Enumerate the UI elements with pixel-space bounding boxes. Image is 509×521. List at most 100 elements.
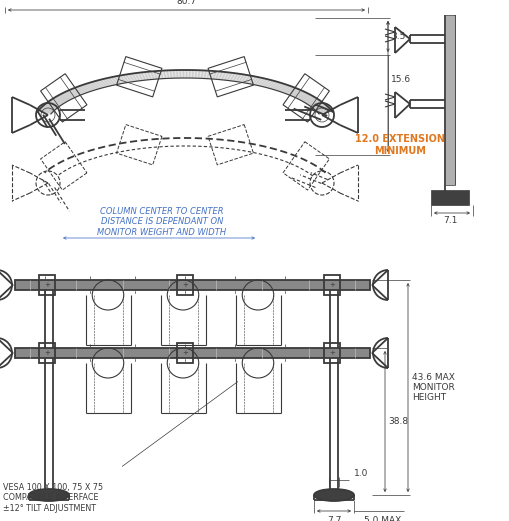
Text: 12.0 EXTENSION
MINIMUM: 12.0 EXTENSION MINIMUM [354, 134, 444, 156]
Polygon shape [60, 94, 73, 100]
Text: VESA 100 X 100, 75 X 75
COMPATIBLE INTERFACE
±12° TILT ADJUSTMENT: VESA 100 X 100, 75 X 75 COMPATIBLE INTER… [3, 483, 103, 513]
Polygon shape [315, 107, 328, 111]
Polygon shape [38, 110, 52, 114]
Polygon shape [45, 103, 59, 108]
Bar [323, 343, 340, 363]
Text: 15.6: 15.6 [390, 76, 410, 84]
Bar [15, 280, 369, 290]
Polygon shape [224, 72, 231, 80]
Polygon shape [306, 100, 320, 105]
Polygon shape [295, 93, 307, 98]
Text: COLUMN CENTER TO CENTER
DISTANCE IS DEPENDANT ON
MONITOR WEIGHT AND WIDTH: COLUMN CENTER TO CENTER DISTANCE IS DEPE… [97, 207, 226, 237]
Polygon shape [254, 78, 264, 85]
Text: +: + [182, 282, 188, 288]
Polygon shape [216, 71, 222, 80]
Polygon shape [56, 96, 69, 101]
Text: +: + [328, 282, 334, 288]
Polygon shape [186, 70, 189, 78]
Text: 1.0: 1.0 [353, 468, 367, 478]
Polygon shape [276, 84, 288, 91]
Polygon shape [97, 80, 107, 87]
Polygon shape [308, 101, 322, 106]
Text: 7.1: 7.1 [442, 216, 456, 225]
Polygon shape [160, 70, 165, 79]
Polygon shape [246, 76, 256, 84]
Polygon shape [302, 97, 315, 102]
Polygon shape [207, 71, 212, 79]
Polygon shape [318, 110, 332, 114]
Polygon shape [298, 95, 312, 100]
Polygon shape [316, 108, 330, 112]
Polygon shape [154, 71, 159, 79]
Polygon shape [92, 81, 102, 89]
Bar [15, 348, 369, 358]
Polygon shape [70, 89, 82, 95]
Polygon shape [62, 93, 75, 98]
Polygon shape [39, 109, 53, 113]
Polygon shape [285, 88, 297, 94]
Polygon shape [312, 104, 326, 109]
Polygon shape [244, 76, 252, 83]
Polygon shape [148, 71, 154, 80]
Polygon shape [204, 70, 209, 79]
Polygon shape [233, 73, 241, 81]
Polygon shape [54, 97, 68, 102]
Polygon shape [251, 77, 261, 85]
Polygon shape [300, 96, 314, 101]
Polygon shape [141, 72, 148, 80]
Polygon shape [123, 75, 131, 82]
Polygon shape [291, 91, 303, 97]
Polygon shape [192, 70, 196, 78]
Text: 5.0 MAX
SURFACE DEPTH: 5.0 MAX SURFACE DEPTH [363, 516, 437, 521]
Bar [323, 275, 340, 295]
Polygon shape [170, 70, 174, 78]
Polygon shape [129, 73, 136, 81]
Polygon shape [108, 77, 118, 85]
Bar [39, 275, 55, 295]
Polygon shape [180, 70, 183, 78]
Polygon shape [183, 70, 186, 78]
Polygon shape [66, 91, 78, 97]
Text: +: + [44, 282, 50, 288]
Polygon shape [138, 72, 145, 80]
Polygon shape [84, 83, 96, 91]
Polygon shape [42, 106, 56, 110]
Ellipse shape [314, 489, 353, 501]
Polygon shape [163, 70, 168, 79]
Polygon shape [293, 92, 305, 97]
Polygon shape [58, 95, 71, 100]
Polygon shape [132, 73, 139, 81]
Text: +: + [44, 350, 50, 356]
Polygon shape [313, 106, 327, 110]
Polygon shape [111, 77, 120, 84]
Polygon shape [317, 109, 331, 113]
Polygon shape [257, 79, 267, 86]
Polygon shape [201, 70, 206, 79]
Polygon shape [278, 85, 290, 92]
Text: 80.7: 80.7 [176, 0, 195, 6]
Polygon shape [198, 70, 203, 78]
Polygon shape [89, 82, 100, 89]
Polygon shape [72, 88, 84, 94]
Polygon shape [48, 101, 62, 106]
Polygon shape [81, 84, 93, 91]
Polygon shape [189, 70, 193, 78]
Bar [177, 343, 192, 363]
Polygon shape [74, 87, 87, 93]
Polygon shape [51, 99, 65, 104]
Polygon shape [144, 72, 151, 80]
Polygon shape [227, 73, 234, 81]
Polygon shape [52, 98, 66, 103]
Polygon shape [280, 86, 293, 93]
Polygon shape [296, 94, 309, 100]
Bar [444, 15, 454, 185]
Polygon shape [230, 73, 238, 81]
Polygon shape [267, 81, 277, 89]
Polygon shape [303, 98, 317, 103]
Text: +: + [328, 350, 334, 356]
Polygon shape [195, 70, 200, 78]
Text: 3.5: 3.5 [390, 32, 405, 41]
Polygon shape [120, 75, 128, 83]
Text: +: + [182, 350, 188, 356]
Polygon shape [87, 83, 98, 90]
